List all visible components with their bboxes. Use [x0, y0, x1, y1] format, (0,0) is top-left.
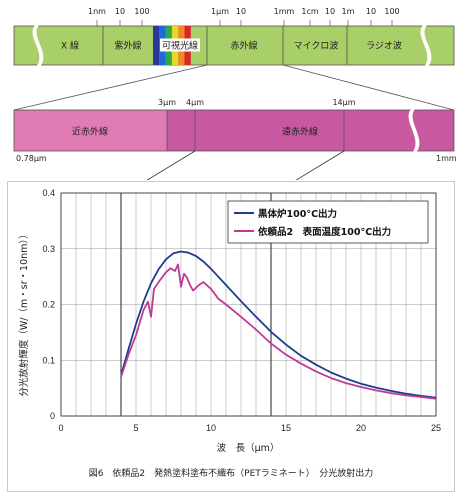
chart-legend: 黒体炉100°C出力 依頼品2 表面温度100°C出力	[227, 200, 429, 244]
band-label-visible: 可視光線	[159, 38, 201, 52]
y-tick-label: 0.1	[42, 355, 55, 365]
top-tick-label: 1cm	[301, 7, 319, 16]
ir-label-far: 遠赤外線	[281, 127, 319, 138]
x-tick-label: 25	[431, 423, 441, 433]
y-tick-label: 0.2	[42, 300, 55, 310]
band-label-infrared: 赤外線	[230, 41, 258, 52]
far-ir-band	[167, 110, 454, 151]
x-tick-label: 0	[58, 423, 63, 433]
x-tick-labels: 0 5 10 15 20 25	[58, 423, 441, 433]
x-axis-label: 波 長（μm）	[217, 442, 280, 454]
band-label-radio: ラジオ波	[366, 41, 402, 52]
top-tick-label: 1nm	[88, 7, 106, 16]
spectrum-bar-body	[13, 25, 455, 66]
ir-edge-label-left: 0.78μm	[16, 154, 47, 163]
y-tick-labels: 0 0.1 0.2 0.3 0.4	[42, 188, 55, 421]
x-tick-label: 10	[206, 423, 216, 433]
x-tick-label: 5	[133, 423, 138, 433]
ir-bar-outline	[13, 109, 455, 152]
figure-caption: 図6 依頼品2 発熱塗料塗布不織布（PETラミネート） 分光放射出力	[88, 469, 374, 479]
top-tick-label: 10	[324, 7, 336, 16]
marker-connector-4um	[146, 150, 196, 180]
break-marker-right	[420, 24, 432, 67]
break-marker-left	[32, 24, 44, 67]
series-line-blackbody	[120, 250, 437, 399]
y-axis-label: 分光放射輝度（W/（m・sr・10nm））	[19, 228, 30, 397]
band-label-xray: X 線	[60, 41, 80, 52]
x-tick-label: 20	[356, 423, 366, 433]
legend-label-sample: 依頼品2 表面温度100°C出力	[258, 226, 391, 238]
near-ir-band	[14, 110, 167, 151]
band-label-microwave: マイクロ波	[293, 41, 339, 52]
legend-label-blackbody: 黒体炉100°C出力	[258, 208, 337, 220]
band-label-uv: 紫外線	[114, 41, 142, 52]
top-tick-label: 100	[384, 7, 400, 16]
ir-tick-label: 4μm	[186, 98, 204, 107]
legend-box	[227, 200, 429, 244]
series-line-sample	[120, 263, 437, 400]
y-axis-label-wrap: 分光放射輝度（W/（m・sr・10nm））	[16, 205, 30, 420]
top-tick-label: 100	[134, 7, 150, 16]
ir-connector-left	[13, 64, 208, 111]
y-tick-label: 0	[50, 411, 55, 421]
ir-tick-label: 14μm	[332, 98, 356, 107]
top-tick-label: 1m	[341, 7, 355, 16]
top-tick-label: 1mm	[273, 7, 295, 16]
top-tick-label: 10	[114, 7, 126, 16]
plot-border	[60, 192, 437, 417]
y-tick-label: 0.4	[42, 188, 55, 198]
marker-connector-14um	[295, 150, 345, 180]
ir-connector-right	[282, 64, 455, 111]
top-tick-label: 10	[235, 7, 247, 16]
x-tick-label: 15	[281, 423, 291, 433]
top-tick-label: 10	[365, 7, 377, 16]
ir-break-marker	[408, 108, 420, 153]
chart-series	[120, 250, 437, 400]
ir-edge-label-right: 1mm	[436, 154, 457, 163]
ir-label-near: 近赤外線	[71, 127, 109, 138]
top-tick-label: 1μm	[211, 7, 229, 16]
ir-tick-label: 3μm	[158, 98, 176, 107]
visible-stripe	[153, 26, 160, 65]
y-tick-label: 0.3	[42, 244, 55, 254]
